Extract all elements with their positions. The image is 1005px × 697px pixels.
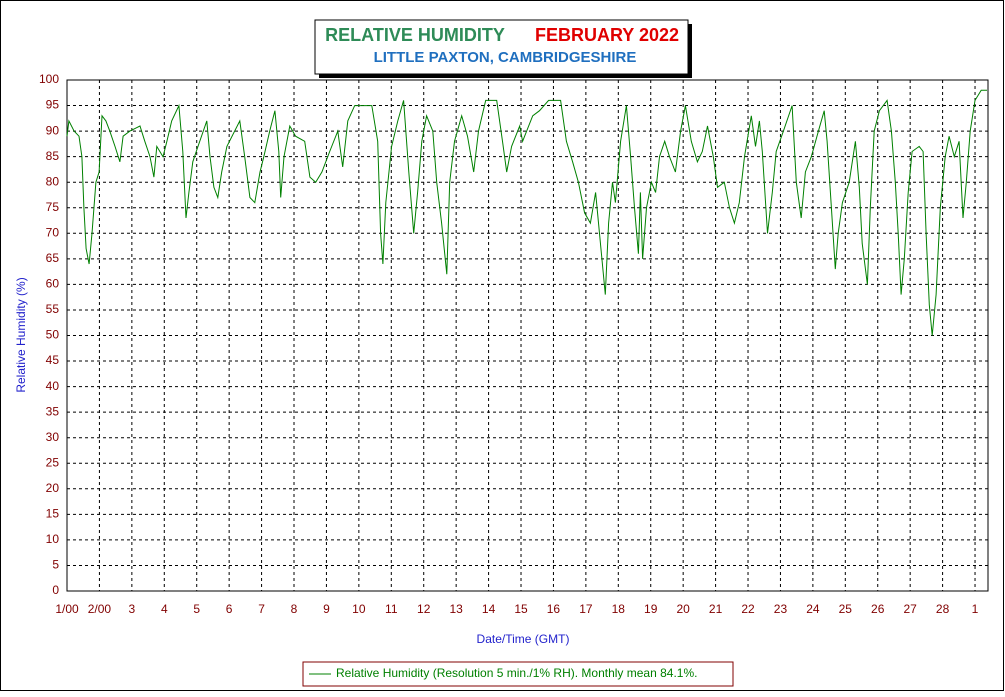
x-tick-label: 9 — [323, 602, 330, 616]
y-axis-title: Relative Humidity (%) — [14, 277, 28, 392]
x-tick-label: 3 — [129, 602, 136, 616]
plot-border — [66, 79, 989, 592]
y-tick-label: 25 — [46, 455, 60, 469]
x-tick-label: 19 — [644, 602, 658, 616]
x-tick-label: 10 — [352, 602, 366, 616]
y-tick-label: 40 — [46, 379, 60, 393]
y-tick-label: 55 — [46, 302, 60, 316]
x-tick-label: 28 — [936, 602, 950, 616]
y-tick-label: 15 — [46, 507, 60, 521]
y-tick-label: 0 — [52, 583, 59, 597]
x-tick-label: 25 — [839, 602, 853, 616]
x-tick-label: 15 — [514, 602, 528, 616]
x-tick-label: 27 — [903, 602, 917, 616]
x-tick-label: 16 — [547, 602, 561, 616]
y-tick-label: 95 — [46, 98, 60, 112]
legend-label: Relative Humidity (Resolution 5 min./1% … — [336, 666, 697, 680]
x-tick-label: 1 — [972, 602, 979, 616]
chart-title-month: FEBRUARY 2022 — [535, 25, 679, 45]
data-line — [66, 89, 987, 336]
y-tick-label: 30 — [46, 430, 60, 444]
y-tick-label: 70 — [46, 225, 60, 239]
x-tick-label: 6 — [226, 602, 233, 616]
y-tick-label: 45 — [46, 353, 60, 367]
legend-box — [302, 661, 734, 687]
x-tick-label: 4 — [161, 602, 168, 616]
x-tick-label: 20 — [676, 602, 690, 616]
x-tick-label: 5 — [193, 602, 200, 616]
y-tick-label: 65 — [46, 251, 60, 265]
y-tick-label: 20 — [46, 481, 60, 495]
x-tick-label: 7 — [258, 602, 265, 616]
y-tick-label: 80 — [46, 174, 60, 188]
title-box — [314, 19, 689, 75]
x-tick-label: 26 — [871, 602, 885, 616]
chart-subtitle: LITTLE PAXTON, CAMBRIDGESHIRE — [374, 49, 637, 66]
x-axis-title: Date/Time (GMT) — [477, 632, 570, 646]
y-tick-label: 5 — [52, 558, 59, 572]
x-tick-label: 17 — [579, 602, 593, 616]
x-tick-label: 14 — [482, 602, 496, 616]
x-tick-label: 22 — [741, 602, 755, 616]
y-tick-label: 10 — [46, 532, 60, 546]
x-tick-label: 8 — [291, 602, 298, 616]
x-tick-label: 24 — [806, 602, 820, 616]
y-tick-label: 35 — [46, 404, 60, 418]
x-tick-label: 23 — [774, 602, 788, 616]
y-tick-label: 85 — [46, 149, 60, 163]
y-tick-label: 60 — [46, 277, 60, 291]
y-tick-label: 90 — [46, 123, 60, 137]
x-tick-label: 2/00 — [88, 602, 112, 616]
chart-title: RELATIVE HUMIDITY — [325, 25, 505, 45]
x-tick-label: 18 — [612, 602, 626, 616]
x-tick-label: 21 — [709, 602, 723, 616]
y-tick-label: 100 — [39, 72, 59, 86]
x-tick-label: 11 — [385, 602, 398, 616]
x-tick-label: 12 — [417, 602, 431, 616]
x-tick-label: 13 — [449, 602, 463, 616]
x-tick-label: 1/00 — [55, 602, 79, 616]
y-tick-label: 75 — [46, 200, 60, 214]
y-tick-label: 50 — [46, 328, 60, 342]
